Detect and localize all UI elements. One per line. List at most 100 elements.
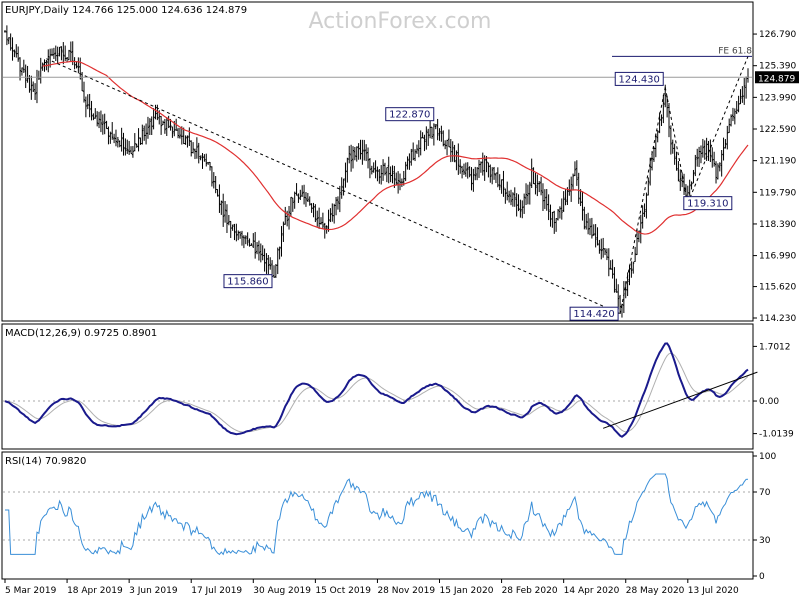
rsi-tick-label: 100 <box>759 452 776 462</box>
price-tick-label: 121.190 <box>759 157 796 167</box>
candle <box>528 181 531 205</box>
candle <box>698 146 701 167</box>
x-tick-label: 28 Nov 2019 <box>377 586 435 596</box>
svg-text:124.430: 124.430 <box>619 74 660 85</box>
candle <box>391 165 394 184</box>
candle <box>351 146 354 169</box>
candle <box>474 166 477 181</box>
candle <box>487 162 490 178</box>
candle <box>551 211 554 228</box>
candle <box>152 108 155 130</box>
candle <box>7 37 10 45</box>
candle <box>617 284 620 310</box>
candle <box>257 240 260 261</box>
candle <box>177 127 180 139</box>
candle <box>515 193 518 217</box>
candle <box>225 204 228 234</box>
candle <box>252 233 255 249</box>
candle <box>699 145 702 164</box>
candle <box>47 49 50 73</box>
candle <box>472 168 475 192</box>
candle <box>137 128 140 152</box>
candle <box>677 161 680 182</box>
candle <box>357 143 360 160</box>
candle <box>513 187 516 207</box>
candle <box>105 120 108 130</box>
candle <box>449 139 452 163</box>
candle <box>570 176 573 202</box>
candle <box>265 253 268 274</box>
macd-line <box>4 342 749 438</box>
candle <box>673 143 676 165</box>
candle <box>562 191 565 212</box>
candle <box>557 209 560 221</box>
candle <box>28 75 31 93</box>
price-tick-label: 115.620 <box>759 283 796 293</box>
candle <box>32 81 35 92</box>
candle <box>66 56 69 63</box>
candle <box>88 93 91 118</box>
candle <box>141 124 144 145</box>
candle <box>434 124 437 130</box>
candle <box>688 179 691 196</box>
candle <box>645 192 648 219</box>
x-tick-label: 17 Jul 2019 <box>191 586 242 596</box>
candle <box>235 223 238 242</box>
x-tick-label: 15 Jan 2020 <box>440 586 494 596</box>
candle <box>51 48 54 57</box>
price-tick-label: 116.990 <box>759 252 796 262</box>
candle <box>592 224 595 236</box>
candle <box>218 184 221 213</box>
candle <box>263 248 266 272</box>
candle <box>237 230 240 241</box>
x-tick-label: 18 Apr 2019 <box>67 586 123 596</box>
candle <box>320 217 323 225</box>
macd-tick-label: 1.7012 <box>759 342 791 352</box>
candle <box>13 49 16 58</box>
candle <box>387 156 390 184</box>
candle <box>293 191 296 209</box>
macd-title: MACD(12,26,9) 0.9725 0.8901 <box>5 328 157 339</box>
candle <box>321 212 324 229</box>
candle <box>588 218 591 236</box>
candle <box>404 161 407 182</box>
current-price-tag: 124.879 <box>755 71 799 84</box>
price-annotation: 122.870 <box>385 107 435 122</box>
candle <box>96 111 99 127</box>
svg-text:124.879: 124.879 <box>758 74 795 84</box>
candle <box>459 159 462 174</box>
candle <box>662 94 665 124</box>
candle <box>560 198 563 220</box>
candle <box>602 237 605 258</box>
rsi-line <box>5 473 749 556</box>
candle <box>288 205 291 230</box>
candle <box>135 143 138 148</box>
candle <box>609 260 612 270</box>
candle <box>192 142 195 154</box>
candle <box>41 62 44 71</box>
candle <box>376 166 379 182</box>
candle <box>716 163 719 180</box>
candle <box>267 254 270 275</box>
candle <box>116 136 119 148</box>
candle <box>54 45 57 61</box>
candle <box>24 64 27 89</box>
candle <box>201 153 204 169</box>
candle <box>534 172 537 195</box>
candle <box>209 161 212 171</box>
candle <box>241 230 244 246</box>
candle <box>289 196 292 216</box>
candle <box>60 46 63 61</box>
candle <box>205 153 208 167</box>
candle <box>154 104 157 120</box>
candle <box>509 189 512 206</box>
candle <box>254 231 257 259</box>
candle <box>517 194 520 212</box>
candle <box>348 145 351 164</box>
candle <box>419 130 422 156</box>
candle <box>242 235 245 249</box>
candle <box>318 207 321 229</box>
candle <box>402 170 405 186</box>
